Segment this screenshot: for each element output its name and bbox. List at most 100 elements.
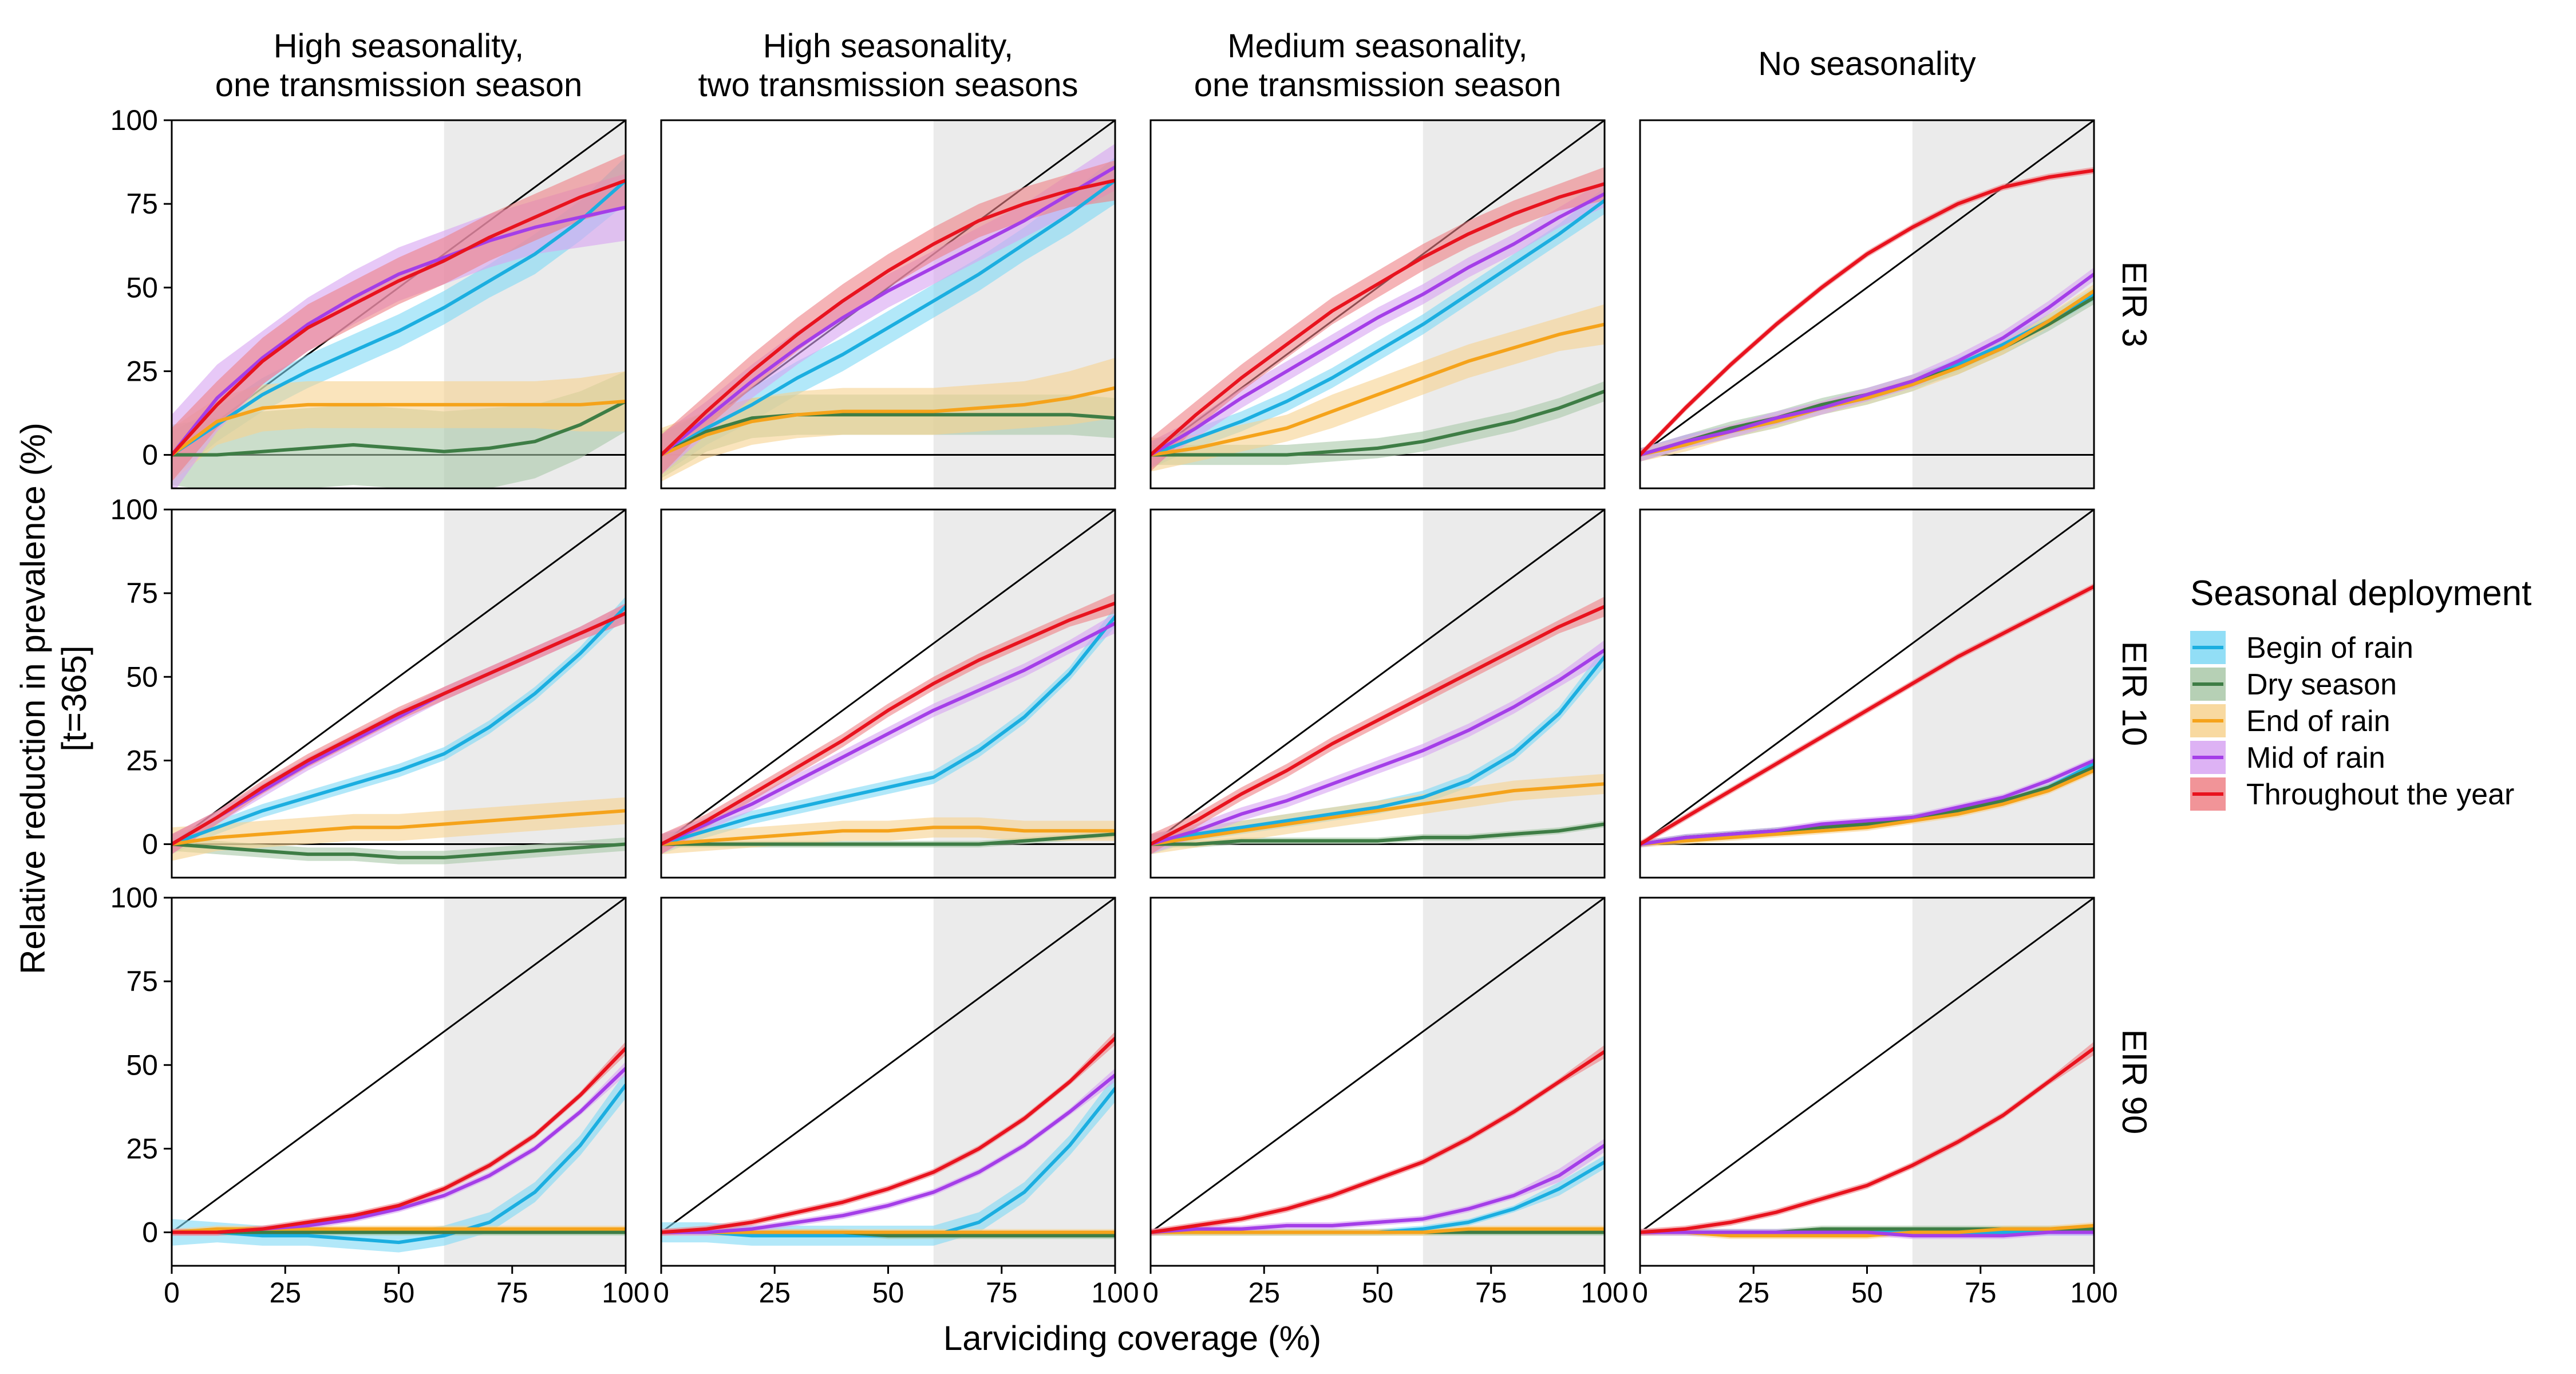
series-line-through (1151, 605, 1605, 846)
series-line-dry (661, 413, 1115, 457)
y-tick-label: 75 (126, 577, 158, 609)
y-tick-label: 25 (126, 744, 158, 776)
identity-reference-line (661, 510, 1115, 845)
panel: 0 25 50 75 100 (110, 104, 627, 489)
high-coverage-shading (1423, 898, 1605, 1266)
panel-plot-area (661, 898, 1115, 1246)
series-line-end (1640, 768, 2094, 846)
identity-reference-line (1151, 510, 1605, 845)
panel-plot-area (172, 898, 626, 1253)
column-title: No seasonality (1758, 45, 1976, 82)
x-tick-label: 100 (1581, 1277, 1628, 1309)
panel: 0 25 50 75 100 (110, 493, 627, 879)
series-line-begin (661, 615, 1115, 846)
panel (1149, 119, 1606, 489)
x-tick-label: 75 (1475, 1277, 1507, 1309)
high-coverage-shading (1912, 510, 2094, 878)
high-coverage-shading (933, 898, 1115, 1266)
panel-border (1149, 508, 1606, 879)
ci-band-mid (1151, 180, 1605, 468)
row-strip-label: EIR 90 (2115, 1029, 2154, 1134)
y-tick-label: 50 (126, 1049, 158, 1081)
x-tick-label: 25 (269, 1277, 301, 1309)
legend-label: End of rain (2246, 705, 2391, 738)
y-tick-label: 75 (126, 965, 158, 997)
panel-plot-area (1151, 510, 1605, 855)
series-line-through (172, 179, 626, 457)
y-tick-label: 100 (110, 493, 158, 526)
series-line-begin (661, 179, 1115, 457)
legend-label: Begin of rain (2246, 631, 2413, 665)
ci-band-mid (1151, 640, 1605, 855)
panel-border (1639, 508, 2095, 879)
panel-border (1639, 119, 2095, 489)
series-line-mid (661, 621, 1115, 846)
series-line-through (172, 1047, 626, 1234)
series-line-through (1151, 1049, 1605, 1234)
x-tick-label: 25 (758, 1277, 791, 1309)
x-tick-label: 75 (986, 1277, 1018, 1309)
ci-band-through (172, 603, 626, 855)
panel-plot-area (1151, 120, 1605, 472)
x-tick-label: 75 (496, 1277, 528, 1309)
panel: 0 25 50 75 100 (1143, 897, 1629, 1309)
ci-band-through (172, 1041, 626, 1236)
legend-item-end: End of rain (2190, 704, 2391, 738)
panel (1639, 508, 2095, 879)
y-tick-label: 0 (142, 439, 158, 471)
panel (660, 508, 1116, 879)
x-axis-title: Larviciding coverage (%) (943, 1319, 1321, 1357)
series-line-mid (1151, 192, 1605, 457)
y-tick-label: 100 (110, 104, 158, 136)
identity-reference-line (1640, 120, 2094, 456)
ci-band-dry (172, 837, 626, 864)
series-line-through (1640, 1047, 2094, 1234)
series-line-dry (661, 832, 1115, 846)
panel: 0 25 50 75 100 0 25 50 75 100 (110, 882, 650, 1309)
series-line-end (661, 386, 1115, 457)
series-line-end (1151, 782, 1605, 846)
series-line-dry (172, 842, 626, 859)
series-line-begin (172, 1083, 626, 1245)
column-title: High seasonality, (763, 27, 1013, 65)
series-line-end (172, 400, 626, 457)
identity-reference-line (1640, 898, 2094, 1233)
row-strip-label: EIR 10 (2115, 641, 2154, 746)
ci-band-mid (172, 173, 626, 488)
series-line-mid (1640, 1230, 2094, 1238)
series-line-through (1151, 182, 1605, 457)
y-tick-label: 25 (126, 1132, 158, 1164)
row-strip-label: EIR 3 (2115, 261, 2154, 347)
x-tick-label: 100 (1091, 1277, 1139, 1309)
column-subtitle: two transmission seasons (698, 66, 1078, 104)
panel (660, 119, 1116, 489)
x-tick-label: 100 (2070, 1277, 2117, 1309)
column-subtitle: one transmission season (215, 66, 583, 104)
panel (1639, 119, 2095, 489)
identity-reference-line (1640, 510, 2094, 845)
x-tick-label: 0 (1632, 1277, 1648, 1309)
ci-band-begin (661, 1075, 1115, 1246)
panel (1149, 508, 1606, 879)
series-line-end (172, 809, 626, 846)
panel-plot-area (661, 510, 1115, 855)
ci-band-end (1151, 304, 1605, 472)
legend-item-mid: Mid of rain (2190, 741, 2385, 775)
x-tick-label: 25 (1248, 1277, 1280, 1309)
legend-label: Throughout the year (2246, 778, 2514, 811)
x-tick-label: 50 (872, 1277, 904, 1309)
identity-reference-line (661, 898, 1115, 1233)
column-subtitle: one transmission season (1194, 66, 1562, 104)
series-line-through (661, 1036, 1115, 1234)
x-tick-label: 50 (383, 1277, 415, 1309)
series-line-begin (172, 605, 626, 846)
ci-band-mid (661, 1068, 1115, 1236)
y-axis-title-line1: Relative reduction in prevalence (%) (14, 423, 52, 974)
legend-item-through: Throughout the year (2190, 777, 2514, 811)
panel: 0 25 50 75 100 (1632, 897, 2118, 1309)
y-tick-label: 50 (126, 271, 158, 303)
legend-title: Seasonal deployment (2190, 574, 2531, 613)
panel: 0 25 50 75 100 (653, 897, 1139, 1309)
x-tick-label: 50 (1851, 1277, 1883, 1309)
